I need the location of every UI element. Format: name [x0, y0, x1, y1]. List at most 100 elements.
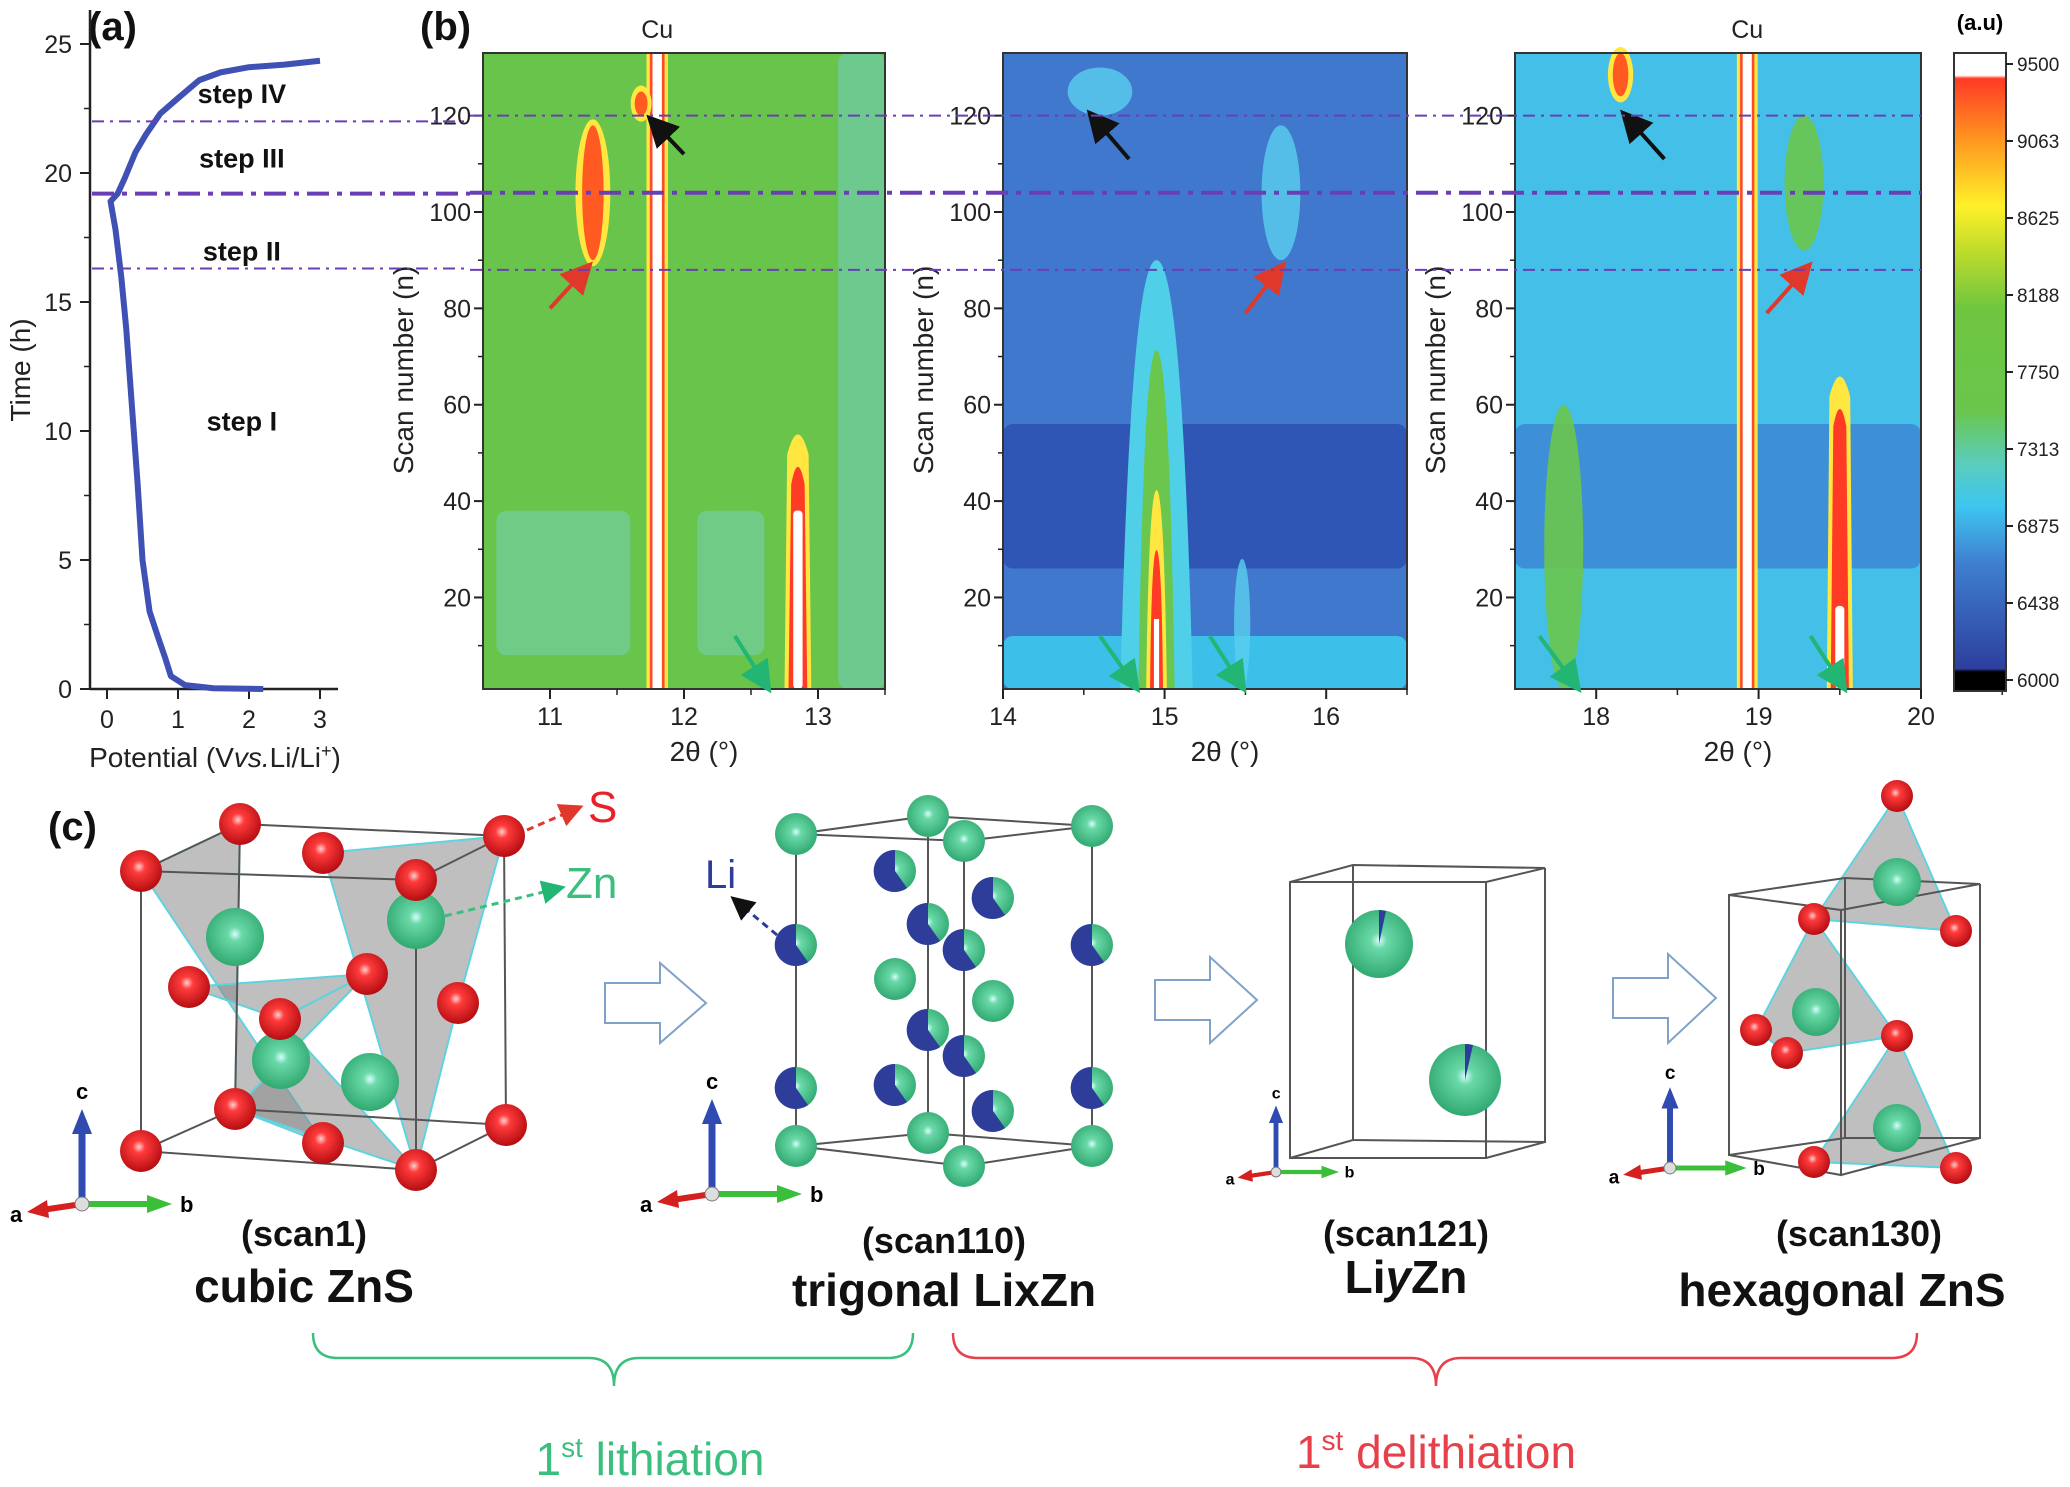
peak-core — [634, 91, 648, 116]
heatmap-background — [1515, 53, 1921, 689]
annotation-arrow — [1620, 109, 1666, 161]
y-tick-label: 60 — [1475, 392, 1503, 420]
peak-core — [1153, 619, 1160, 689]
heatmap-region — [496, 510, 631, 656]
diffraction-peak — [784, 434, 812, 689]
y-tick-label: 40 — [963, 488, 991, 516]
diffraction-peak — [1784, 115, 1824, 251]
arrow-head-icon — [1661, 1087, 1679, 1109]
heatmap-background — [1003, 53, 1407, 689]
diffraction-peak — [646, 53, 668, 689]
caption-scan121: (scan121) — [1323, 1213, 1489, 1254]
colorbar-tick-label: 9500 — [2017, 55, 2059, 76]
annotation-arrow — [1765, 261, 1813, 315]
a-y-tick-label: 0 — [58, 676, 72, 704]
axis-triad: c b a — [640, 1069, 823, 1217]
x-tick-label: 20 — [1907, 703, 1935, 731]
colorbar-gradient — [1953, 52, 2007, 692]
li-fraction — [906, 1008, 940, 1051]
y-tick-label: 100 — [949, 199, 991, 227]
origin — [1663, 1161, 1677, 1175]
caption-trigonal-lixzn: trigonal LixZn — [792, 1264, 1096, 1316]
peak-core — [652, 53, 662, 689]
colorbar-tick-label: 9063 — [2017, 132, 2059, 153]
y-tick-label: 20 — [443, 584, 471, 612]
b-axis-label: b — [1753, 1159, 1765, 1180]
peak-core — [1742, 53, 1752, 689]
zn-atom — [907, 1112, 949, 1154]
y-tick-label: 80 — [443, 295, 471, 323]
step-label: step III — [199, 144, 285, 174]
colorbar: (a.u) 9500 9063 8625 8188 7750 7313 6875 6438 60… — [1953, 10, 2059, 692]
arrow-head-icon — [72, 1109, 92, 1134]
y-tick-label: 100 — [1461, 199, 1503, 227]
diffraction-peak — [1544, 404, 1584, 689]
caption-scan130: (scan130) — [1776, 1213, 1942, 1254]
colorbar-tick-label: 6875 — [2017, 517, 2059, 538]
x-axis-label: 2θ (°) — [1704, 736, 1773, 767]
a-x-tick-label: 0 — [100, 706, 114, 734]
in-situ-xrd-heatmaps: 20 40 60 80 100 120 11 12 13 2θ (°) Scan number (n… — [388, 16, 2003, 767]
panel-label-c: (c) — [48, 805, 97, 849]
x-tick-label: 12 — [670, 703, 698, 731]
a-y-tick-label: 15 — [44, 289, 72, 317]
y-tick-label: 60 — [963, 392, 991, 420]
arrow-head-icon — [777, 1185, 802, 1203]
zn-atom — [972, 980, 1014, 1022]
heatmap-frame — [1002, 52, 1408, 690]
li-fraction — [942, 1034, 976, 1077]
c-axis-label: c — [76, 1079, 88, 1104]
s-atoms — [120, 803, 527, 1191]
li-fraction — [774, 923, 808, 966]
colorbar-tick-label: 6000 — [2017, 671, 2059, 692]
diffraction-peak — [1234, 558, 1251, 689]
x-tick-label: 18 — [1582, 703, 1610, 731]
potential-time-plot: 0 5 10 15 20 25 0 1 2 3 step IV step III step II step… — [44, 10, 338, 734]
peak-core — [1612, 53, 1629, 97]
delithiation-label: 1st delithiation — [1296, 1425, 1576, 1478]
colorbar-title: (a.u) — [1957, 10, 2003, 35]
arrow-head-icon — [1725, 1160, 1747, 1176]
heatmap-region — [838, 53, 885, 689]
caption-hexagonal-zns: hexagonal ZnS — [1678, 1264, 2005, 1316]
b-axis-label: b — [1345, 1165, 1355, 1182]
axis-triad: c b a — [1609, 1063, 1765, 1189]
x-tick-label: 19 — [1745, 703, 1773, 731]
s-label: S — [588, 783, 617, 832]
annotation-arrow — [1208, 634, 1247, 694]
a-potential-curve — [107, 57, 321, 692]
arrow-head-icon — [1237, 1169, 1253, 1182]
annotation-arrow — [548, 261, 593, 310]
y-tick-label: 20 — [963, 584, 991, 612]
diffraction-peak — [1120, 260, 1193, 689]
diffraction-peak — [575, 119, 611, 267]
li-fraction — [873, 849, 907, 892]
peak-core — [582, 125, 604, 261]
b-axis-label: b — [180, 1192, 193, 1217]
lithiation-label: 1st lithiation — [536, 1432, 765, 1485]
x-tick-label: 13 — [804, 703, 832, 731]
li-fraction — [1070, 1066, 1104, 1109]
a-axis-label: a — [1609, 1167, 1620, 1188]
zn-atoms — [206, 891, 445, 1111]
li-fraction — [774, 1066, 808, 1109]
a-y-tick-label: 20 — [44, 160, 72, 188]
heatmap-subplot-1: 20 40 60 80 100 120 11 12 13 2θ (°) Scan number (n… — [388, 16, 886, 767]
origin — [1270, 1166, 1282, 1178]
caption-liyzn: LiyZn — [1345, 1251, 1468, 1303]
peak-core — [793, 510, 803, 689]
annotation-arrow — [1243, 261, 1286, 315]
arrow-head-icon — [1321, 1165, 1339, 1179]
lithiation-bracket — [311, 1332, 915, 1387]
li-fraction — [971, 876, 1005, 919]
panel-label-a: (a) — [88, 5, 137, 49]
a-x-tick-label: 3 — [313, 706, 327, 734]
arrow-head-icon — [1269, 1105, 1283, 1123]
heatmap-region — [697, 510, 765, 656]
a-axis-label: a — [10, 1202, 23, 1227]
axis-triads: c b a c b a c b a c b a — [10, 1063, 1765, 1227]
li-label: Li — [705, 853, 736, 897]
a-x-tick-label: 2 — [242, 706, 256, 734]
step-label: step IV — [198, 79, 287, 109]
